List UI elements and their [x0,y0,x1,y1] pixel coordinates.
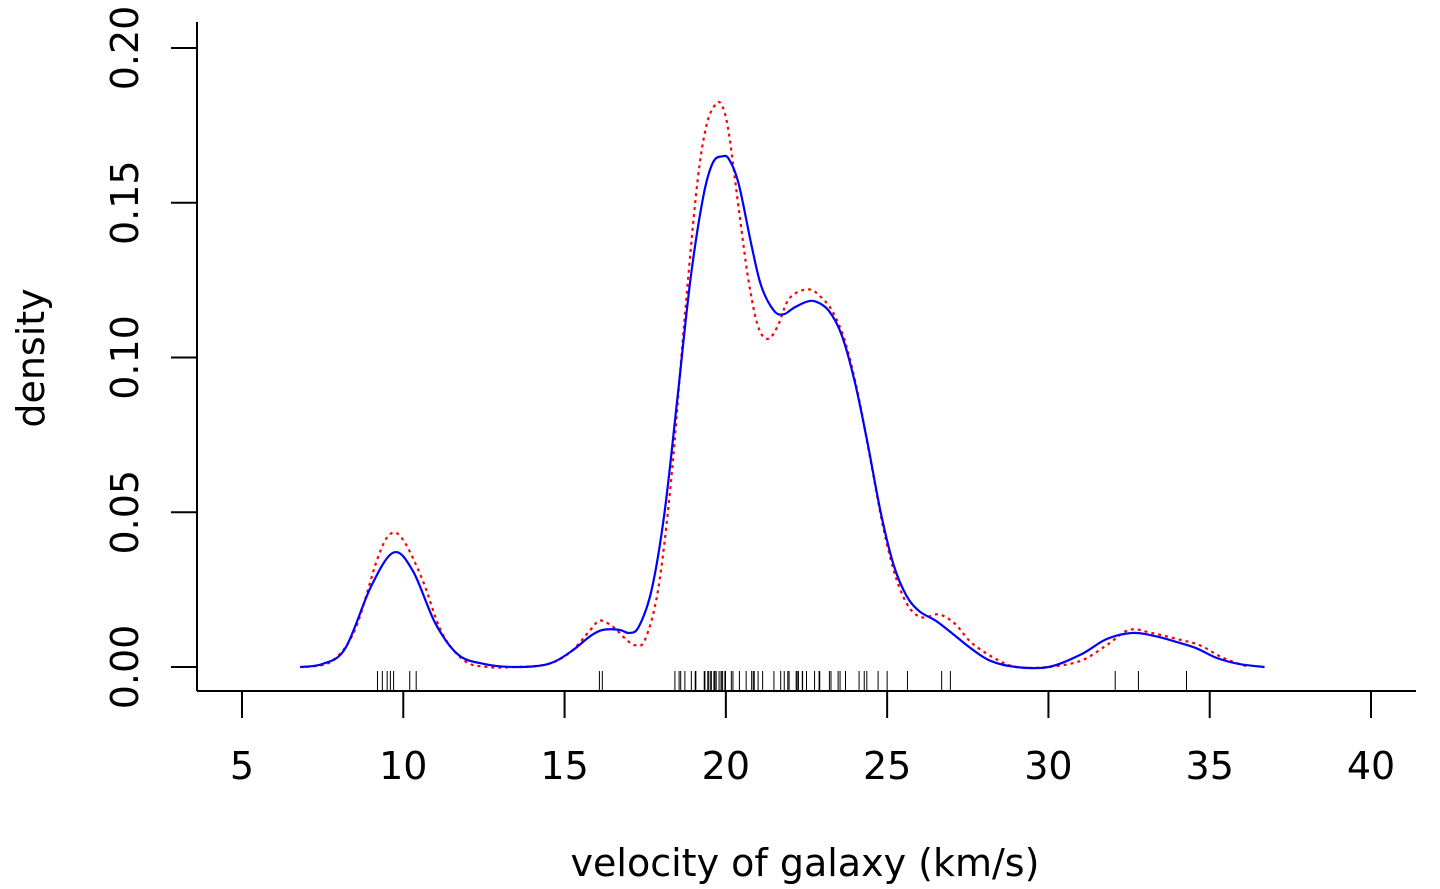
x-axis-ticks: 5 10 15 20 25 30 35 40 [230,691,1395,788]
density-curve-dotted [306,100,1249,670]
y-tick-label: 0.15 [103,160,147,245]
x-tick-label: 5 [230,744,254,788]
rug-marks [376,671,1187,691]
x-tick-label: 40 [1347,744,1395,788]
density-curves [299,100,1265,670]
y-tick-label: 0.05 [103,470,147,555]
y-axis-title: density [9,288,53,427]
x-axis-title: velocity of galaxy (km/s) [571,841,1040,885]
y-tick-label: 0.00 [103,625,147,710]
x-tick-label: 35 [1186,744,1234,788]
x-tick-label: 25 [863,744,911,788]
y-tick-label: 0.10 [103,315,147,400]
x-tick-label: 15 [540,744,588,788]
y-tick-label: 0.20 [103,6,147,91]
y-axis-ticks: 0.00 0.05 0.10 0.15 0.20 [103,6,197,710]
x-tick-label: 30 [1024,744,1072,788]
density-curve-solid [299,154,1265,670]
x-tick-label: 20 [702,744,750,788]
x-tick-label: 10 [379,744,427,788]
